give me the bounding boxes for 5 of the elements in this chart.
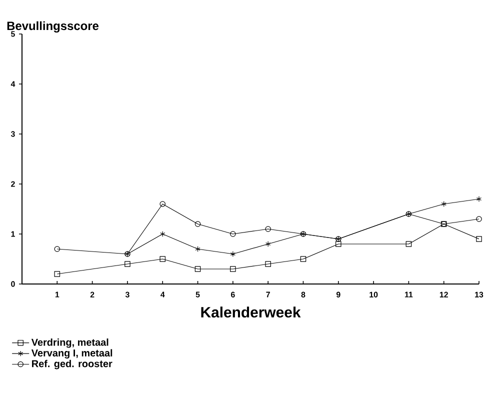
legend-label: Ref. ged. rooster bbox=[32, 360, 112, 370]
y-axis-title: Bevullingsscore bbox=[7, 21, 99, 33]
legend-label: Verdring, metaal bbox=[31, 338, 108, 348]
x-axis-title: Kalenderweek bbox=[201, 306, 301, 318]
legend-label: Vervang I, metaal bbox=[31, 349, 112, 359]
